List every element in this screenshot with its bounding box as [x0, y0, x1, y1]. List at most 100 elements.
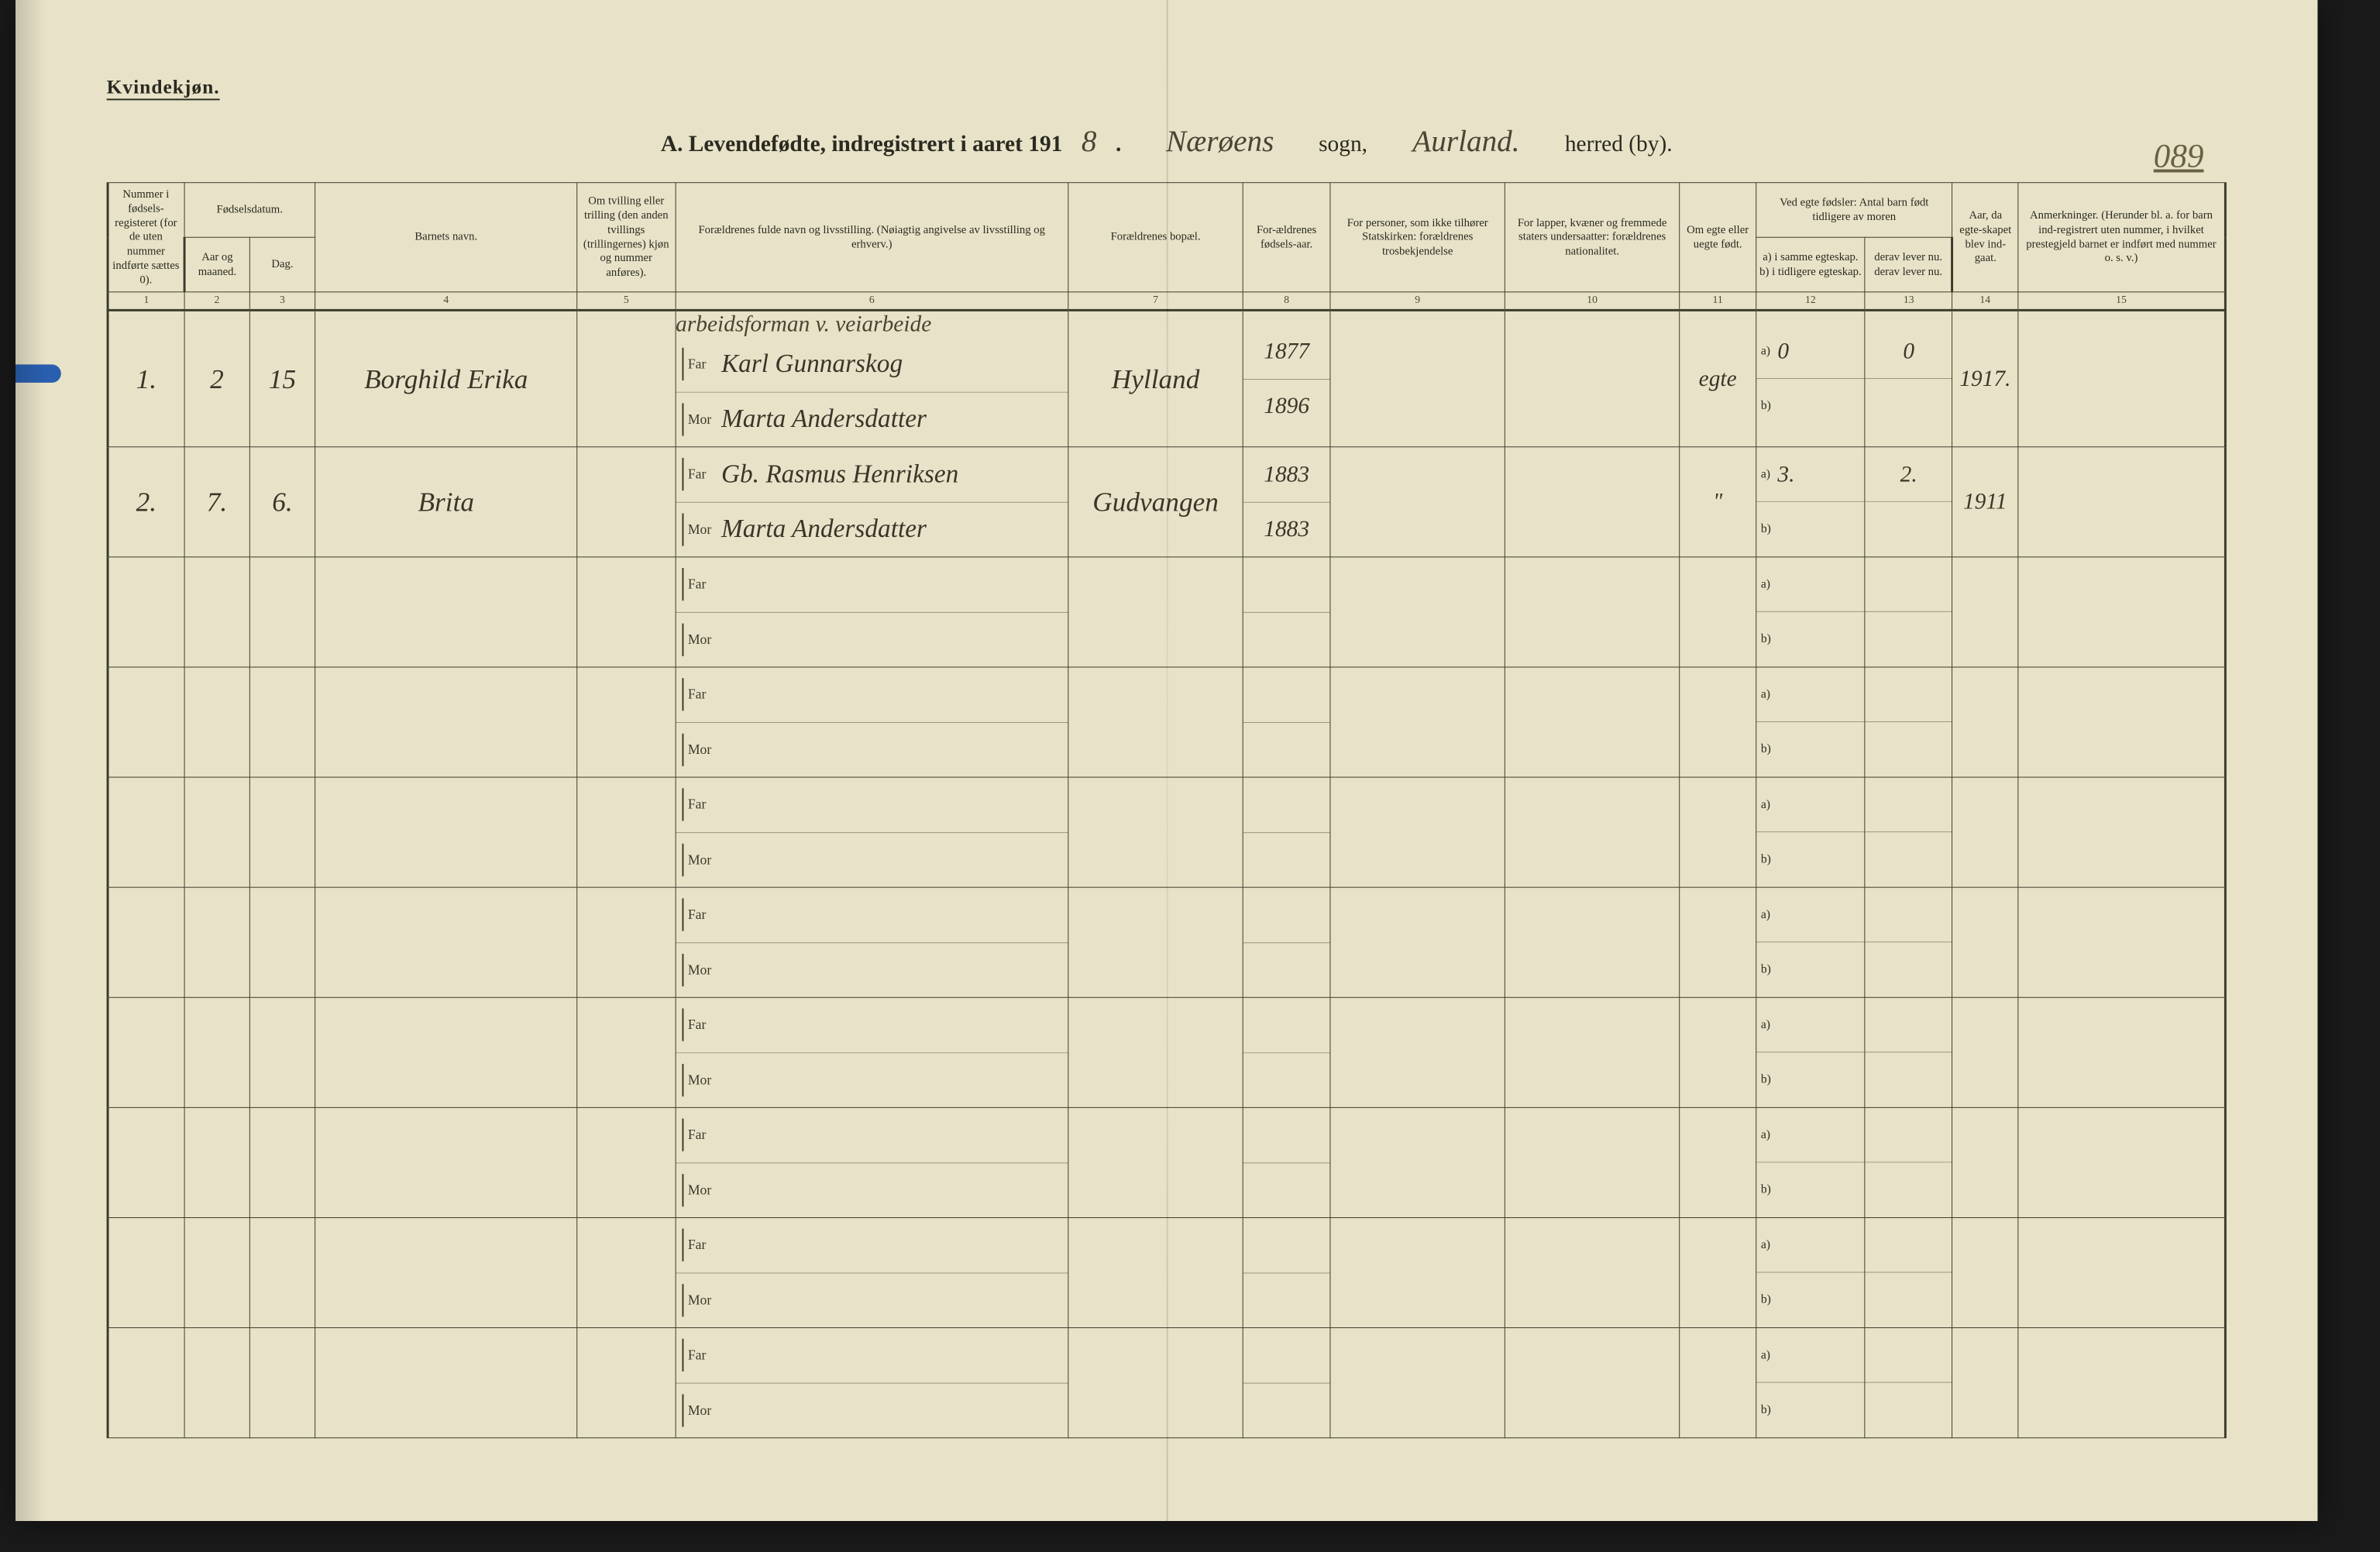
cell: egte: [1680, 310, 1756, 446]
cell: a) b): [1756, 997, 1865, 1107]
cell: [315, 1107, 577, 1217]
b-label: b): [1761, 522, 1773, 536]
title-line: A. Levendefødte, indregistrert i aaret 1…: [107, 123, 2227, 160]
cell: Far Mor: [676, 997, 1068, 1107]
cell: [1330, 310, 1505, 446]
a-label: a): [1761, 1128, 1773, 1142]
a-count: 0: [1777, 339, 1789, 364]
colnum: 4: [315, 292, 577, 310]
far-label: Far: [682, 899, 712, 931]
cell: [108, 667, 184, 777]
cell: [315, 887, 577, 997]
cell: [577, 310, 676, 446]
cell: [1952, 997, 2018, 1107]
cell: [108, 887, 184, 997]
cell: [577, 887, 676, 997]
herred-label: herred (by).: [1565, 132, 1673, 157]
cell: [1865, 997, 1952, 1107]
cell: 2.: [1865, 447, 1952, 557]
cell: [1330, 557, 1505, 667]
colnum: 12: [1756, 292, 1865, 310]
cell: [1952, 1217, 2018, 1327]
cell: 1.: [108, 310, 184, 446]
cell: [1505, 667, 1679, 777]
table-row: Far Mor a) b): [108, 777, 2225, 887]
cell: [108, 557, 184, 667]
a-alive: 0: [1903, 339, 1914, 364]
mor-label: Mor: [682, 1064, 712, 1096]
cell: a) b): [1756, 887, 1865, 997]
cell: [1505, 310, 1679, 446]
colnum: 2: [184, 292, 250, 310]
cell: [1865, 1327, 1952, 1437]
a-alive: 2.: [1900, 461, 1917, 487]
colnum: 7: [1068, 292, 1243, 310]
cell: Gudvangen: [1068, 447, 1243, 557]
cell: [1865, 1217, 1952, 1327]
far-label: Far: [682, 1339, 712, 1371]
cell: Far Mor: [676, 1107, 1068, 1217]
cell: [577, 447, 676, 557]
herred-handwritten: Aurland.: [1383, 123, 1550, 160]
a-count: 3.: [1777, 461, 1794, 487]
col-header-4: Barnets navn.: [315, 183, 577, 292]
cell: [1330, 447, 1505, 557]
b-label: b): [1761, 1183, 1773, 1197]
cell: [108, 1327, 184, 1437]
col-header-8: For-ældrenes fødsels-aar.: [1243, 183, 1330, 292]
table-row: Far Mor a) b): [108, 1327, 2225, 1437]
cell: [249, 1327, 315, 1437]
far-label: Far: [682, 568, 712, 600]
cell: [2018, 777, 2226, 887]
col-header-12g: Ved egte fødsler: Antal barn født tidlig…: [1756, 183, 1952, 238]
cell: [315, 997, 577, 1107]
cell: [1330, 997, 1505, 1107]
cell: Hylland: [1068, 310, 1243, 446]
cell: 15: [249, 310, 315, 446]
cell: [2018, 997, 2226, 1107]
cell: [249, 557, 315, 667]
table-row: 1.215Borghild Erikaarbeidsforman v. veia…: [108, 310, 2225, 446]
cell: [1068, 667, 1243, 777]
gender-label: Kvindekjøn.: [107, 76, 220, 100]
col-header-11: Om egte eller uegte født.: [1680, 183, 1756, 292]
colnum: 1: [108, 292, 184, 310]
cell: [1330, 1327, 1505, 1437]
ledger-table: Nummer i fødsels-registeret (for de uten…: [107, 182, 2227, 1438]
colnum: 14: [1952, 292, 2018, 310]
cell: [1243, 997, 1330, 1107]
cell: 1917.: [1952, 310, 2018, 446]
cell: [1865, 887, 1952, 997]
cell: [315, 777, 577, 887]
cell: [1505, 1217, 1679, 1327]
cell: [2018, 667, 2226, 777]
cell: [184, 557, 250, 667]
cell: a) b): [1756, 777, 1865, 887]
cell: [1680, 557, 1756, 667]
far-label: Far: [682, 788, 712, 821]
ledger-page: Kvindekjøn. A. Levendefødte, indregistre…: [15, 0, 2317, 1521]
cell: [249, 777, 315, 887]
far-name: Karl Gunnarskog: [721, 350, 1062, 379]
cell: [1505, 1107, 1679, 1217]
b-label: b): [1761, 1293, 1773, 1307]
cell: [108, 997, 184, 1107]
cell: [1505, 447, 1679, 557]
cell: [2018, 1327, 2226, 1437]
table-row: Far Mor a) b): [108, 667, 2225, 777]
far-label: Far: [682, 348, 712, 380]
a-label: a): [1761, 467, 1773, 481]
far-label: Far: [682, 1119, 712, 1151]
cell: Far Mor: [676, 777, 1068, 887]
cell: [1068, 997, 1243, 1107]
cell: Far Mor: [676, 887, 1068, 997]
cell: [1952, 777, 2018, 887]
cell: [1243, 1217, 1330, 1327]
cell: 6.: [249, 447, 315, 557]
cell: [315, 557, 577, 667]
cell: [2018, 310, 2226, 446]
cell: [1952, 1107, 2018, 1217]
mor-name: Marta Andersdatter: [721, 515, 1062, 544]
far-name: Gb. Rasmus Henriksen: [721, 460, 1062, 489]
cell: [315, 1217, 577, 1327]
